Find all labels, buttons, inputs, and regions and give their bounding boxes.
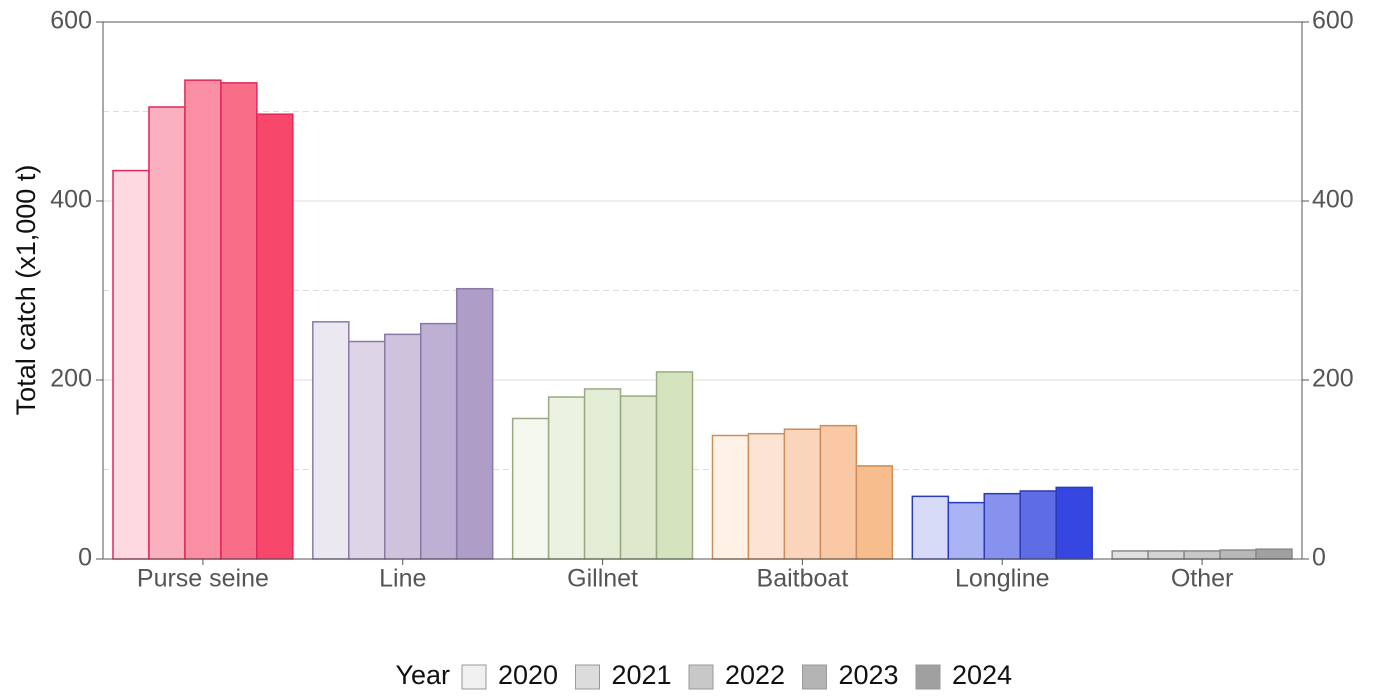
legend-label: 2021 (612, 660, 672, 690)
y2-tick-label: 400 (1312, 186, 1354, 214)
legend-swatch (461, 664, 487, 690)
bar (256, 113, 294, 560)
bar (1183, 550, 1221, 560)
bar (619, 395, 658, 560)
bar (711, 434, 750, 560)
plot-frame (102, 21, 1303, 560)
bar (655, 371, 694, 560)
legend-label: 2022 (725, 660, 785, 690)
bar (511, 417, 550, 560)
bar (148, 106, 186, 560)
y-axis-label: Total catch (x1,000 t) (11, 165, 41, 416)
legend-label: 2024 (952, 660, 1012, 690)
legend-label: 2020 (498, 660, 558, 690)
bar (1111, 550, 1149, 560)
bar (1055, 486, 1093, 560)
bar (1219, 549, 1257, 560)
y-tick-label: 0 (78, 544, 92, 572)
bar (819, 424, 858, 560)
bar (547, 396, 586, 560)
bar (184, 79, 222, 560)
legend-swatch (688, 664, 714, 690)
legend-swatch (915, 664, 941, 690)
x-tick-label: Gillnet (567, 565, 638, 593)
bar (455, 287, 494, 560)
y2-tick-label: 200 (1312, 365, 1354, 393)
bar (947, 501, 986, 560)
y-tick-label: 400 (50, 186, 92, 214)
y-tick-label: 600 (50, 7, 92, 35)
bar (220, 82, 258, 560)
y-tick-label: 200 (50, 365, 92, 393)
bar (783, 428, 822, 560)
legend-title: Year (395, 660, 450, 690)
legend-label: 2023 (839, 660, 899, 690)
bar (312, 321, 350, 560)
x-tick-label: Baitboat (757, 565, 849, 593)
bar (983, 492, 1021, 560)
bar (855, 465, 894, 560)
bar (1147, 550, 1185, 560)
bar (112, 169, 150, 560)
bar (583, 388, 622, 560)
bar (911, 495, 950, 560)
bar (419, 322, 458, 560)
x-tick-label: Line (379, 565, 426, 593)
x-tick-label: Other (1171, 565, 1234, 593)
y2-tick-label: 0 (1312, 544, 1326, 572)
x-tick-label: Purse seine (137, 565, 269, 593)
bar (384, 333, 422, 560)
x-tick-label: Longline (955, 565, 1050, 593)
bar (1255, 548, 1293, 560)
y2-tick-label: 600 (1312, 7, 1354, 35)
bar (1019, 490, 1057, 560)
legend-swatch (575, 664, 600, 690)
bar (747, 432, 786, 560)
legend-swatch (802, 664, 827, 690)
bar (348, 340, 386, 560)
